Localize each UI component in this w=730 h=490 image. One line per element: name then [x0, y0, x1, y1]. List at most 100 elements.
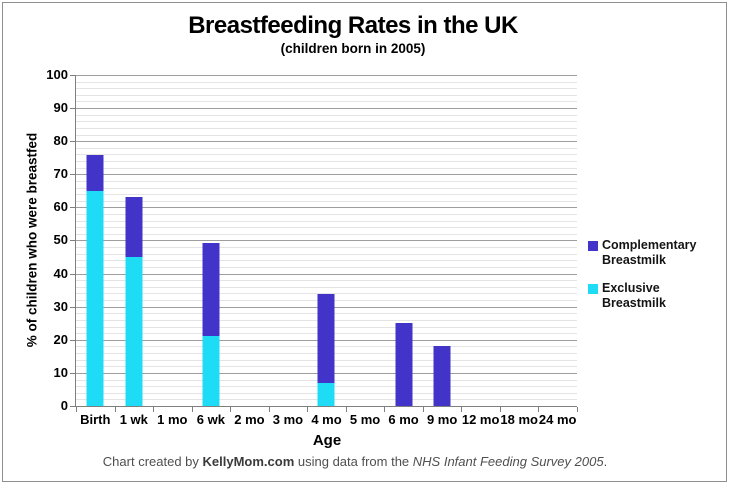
minor-gridline	[76, 82, 577, 83]
minor-gridline	[76, 161, 577, 162]
y-tick-mark	[70, 75, 75, 76]
minor-gridline	[76, 181, 577, 182]
legend-entry: Exclusive Breastmilk	[588, 281, 718, 311]
chart-title: Breastfeeding Rates in the UK	[188, 12, 518, 39]
x-tick-mark	[423, 407, 424, 412]
bar-slot	[192, 75, 231, 406]
x-category-label: 2 mo	[234, 412, 265, 427]
bar-slot	[538, 75, 577, 406]
x-category-label: 6 wk	[196, 412, 225, 427]
minor-gridline	[76, 247, 577, 248]
x-axis-title: Age	[312, 432, 342, 449]
x-tick-mark	[384, 407, 385, 412]
chart-subtitle: (children born in 2005)	[280, 41, 426, 56]
x-tick-mark	[307, 407, 308, 412]
bar-segment	[433, 346, 451, 406]
bar-slot	[230, 75, 269, 406]
x-tick-mark	[346, 407, 347, 412]
plot-area	[75, 75, 577, 407]
minor-gridline	[76, 201, 577, 202]
bar-slot	[115, 75, 154, 406]
y-tick-mark	[70, 340, 75, 341]
bar-segment	[317, 294, 335, 383]
major-gridline	[76, 75, 577, 76]
y-tick-label: 40	[53, 266, 68, 281]
y-tick-mark	[70, 274, 75, 275]
stacked-bar	[125, 197, 143, 406]
bar-slot	[384, 75, 423, 406]
footer-text-segment: using data from the	[294, 454, 413, 469]
y-tick-mark	[70, 406, 75, 407]
y-tick-label: 90	[53, 100, 68, 115]
minor-gridline	[76, 214, 577, 215]
x-tick-mark	[269, 407, 270, 412]
x-category-label: Birth	[80, 412, 111, 427]
bar-slot	[269, 75, 308, 406]
legend-swatch	[588, 241, 598, 251]
x-tick-mark	[192, 407, 193, 412]
y-tick-label: 70	[53, 166, 68, 181]
stacked-bar	[433, 346, 451, 406]
y-tick-mark	[70, 207, 75, 208]
x-category-label: 24 mo	[538, 412, 577, 427]
minor-gridline	[76, 227, 577, 228]
x-category-label: 6 mo	[388, 412, 419, 427]
major-gridline	[76, 141, 577, 142]
major-gridline	[76, 108, 577, 109]
y-tick-label: 10	[53, 365, 68, 380]
stacked-bar	[395, 323, 413, 406]
minor-gridline	[76, 287, 577, 288]
bar-slot	[307, 75, 346, 406]
minor-gridline	[76, 121, 577, 122]
bar-segment	[125, 197, 143, 257]
minor-gridline	[76, 280, 577, 281]
bar-slot	[500, 75, 539, 406]
y-tick-label: 20	[53, 332, 68, 347]
legend-label: Complementary Breastmilk	[602, 238, 697, 267]
minor-gridline	[76, 135, 577, 136]
stacked-bar	[317, 294, 335, 406]
minor-gridline	[76, 128, 577, 129]
y-tick-label: 0	[60, 398, 68, 413]
x-tick-mark	[153, 407, 154, 412]
y-tick-mark	[70, 307, 75, 308]
stacked-bar	[202, 243, 220, 406]
minor-gridline	[76, 168, 577, 169]
bar-slot	[346, 75, 385, 406]
bar-segment	[86, 155, 104, 191]
legend-label: Exclusive Breastmilk	[602, 281, 666, 310]
footer-text-segment: KellyMom.com	[202, 454, 295, 469]
x-category-label: 12 mo	[461, 412, 500, 427]
stacked-bar	[86, 155, 104, 406]
y-tick-mark	[70, 240, 75, 241]
bar-segment	[202, 243, 220, 336]
x-category-label: 18 mo	[500, 412, 538, 427]
major-gridline	[76, 207, 577, 208]
major-gridline	[76, 274, 577, 275]
minor-gridline	[76, 194, 577, 195]
x-category-label: 1 mo	[157, 412, 188, 427]
minor-gridline	[76, 234, 577, 235]
bars-layer	[76, 75, 577, 406]
minor-gridline	[76, 88, 577, 89]
bar-segment	[202, 336, 220, 406]
major-gridline	[76, 240, 577, 241]
bar-segment	[395, 323, 413, 406]
x-category-label: 9 mo	[426, 412, 458, 427]
minor-gridline	[76, 221, 577, 222]
major-gridline	[76, 174, 577, 175]
x-tick-mark	[500, 407, 501, 412]
minor-gridline	[76, 115, 577, 116]
x-tick-mark	[76, 407, 77, 412]
x-tick-mark	[230, 407, 231, 412]
minor-gridline	[76, 148, 577, 149]
legend: Complementary Breastmilk Exclusive Breast…	[588, 238, 718, 324]
footer-text-segment: .	[603, 454, 608, 469]
chart-footer: Chart created by KellyMom.com using data…	[0, 454, 710, 469]
x-tick-mark	[577, 407, 578, 412]
minor-gridline	[76, 188, 577, 189]
minor-gridline	[76, 101, 577, 102]
minor-gridline	[76, 260, 577, 261]
minor-gridline	[76, 254, 577, 255]
